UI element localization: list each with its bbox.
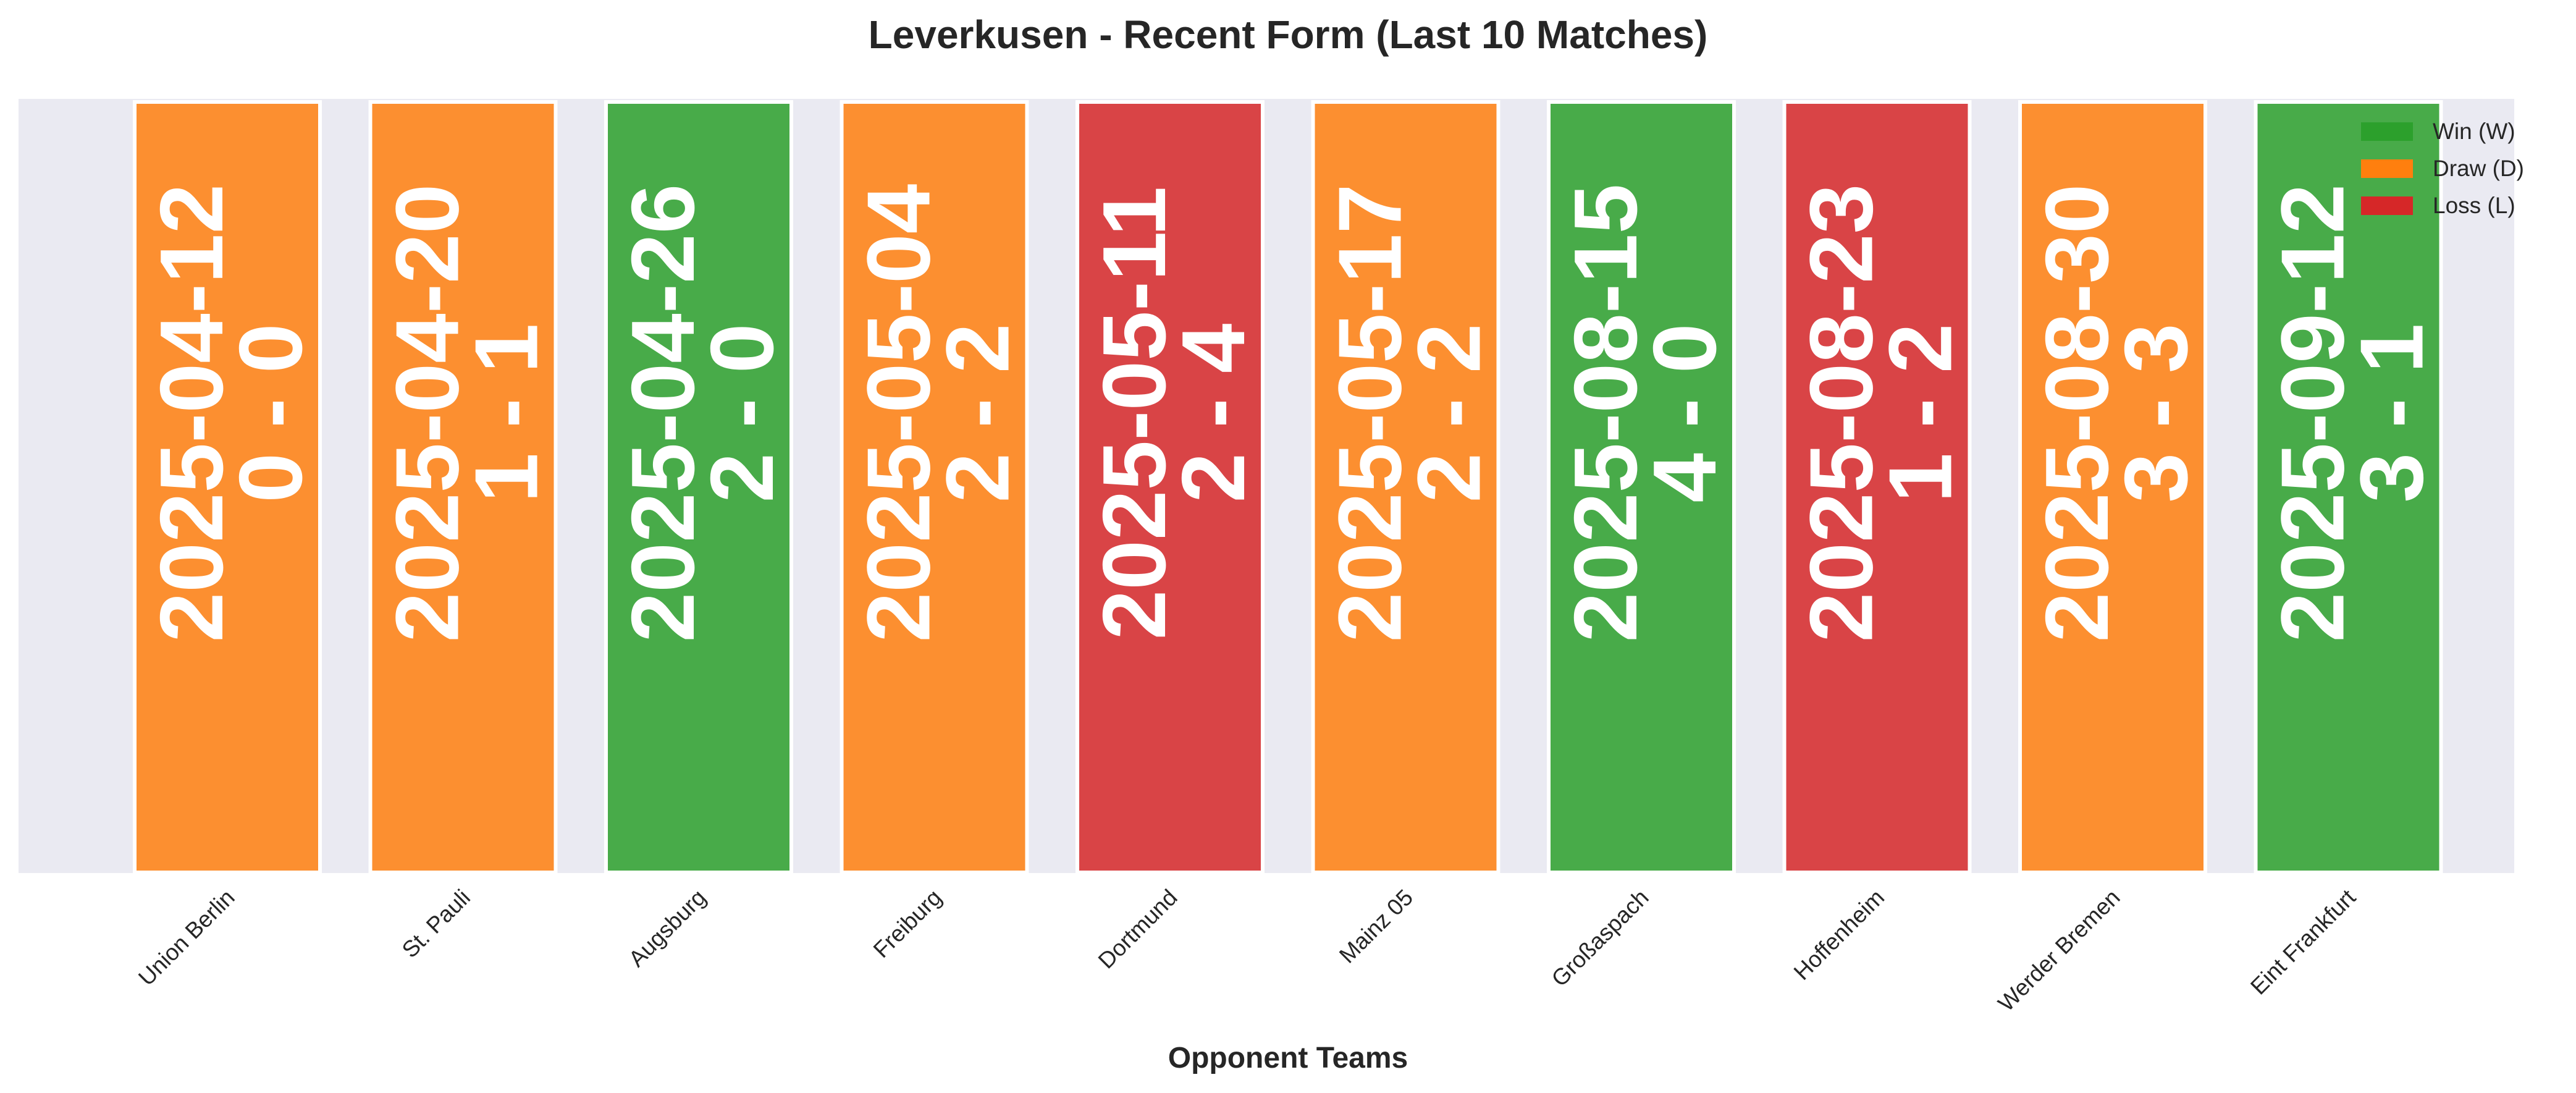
bar-label: 2025-05-172 - 2 bbox=[1320, 184, 1499, 643]
bar-label-score: 2 - 0 bbox=[692, 323, 792, 502]
bar-label-score: 2 - 2 bbox=[1399, 323, 1499, 502]
bar-label: 2025-09-123 - 1 bbox=[2263, 184, 2442, 643]
bars-layer bbox=[133, 100, 2443, 874]
bar-label-date: 2025-05-04 bbox=[849, 184, 949, 643]
x-tick-label: Werder Bremen bbox=[1993, 885, 2124, 1016]
legend-swatch bbox=[2361, 196, 2413, 215]
bar-st-pauli[interactable] bbox=[368, 100, 558, 874]
bar-label-date: 2025-08-15 bbox=[1555, 184, 1656, 643]
x-tick-labels: Union Berlin St. Pauli Augsburg Freiburg Dor… bbox=[133, 884, 2361, 1016]
bar-label-date: 2025-05-17 bbox=[1320, 184, 1420, 643]
bar-label-score: 2 - 4 bbox=[1163, 323, 1263, 502]
bar-label-score: 2 - 2 bbox=[928, 323, 1028, 502]
bar-eint-frankfurt[interactable] bbox=[2254, 100, 2443, 874]
x-tick-label: Hoffenheim bbox=[1789, 885, 1889, 985]
bar-label-date: 2025-09-12 bbox=[2263, 184, 2363, 643]
bar-label-score: 1 - 1 bbox=[457, 323, 557, 502]
bar-werder-bremen[interactable] bbox=[2018, 100, 2207, 874]
x-axis-label: Opponent Teams bbox=[1168, 1042, 1408, 1074]
bar-label-score: 3 - 1 bbox=[2342, 323, 2442, 502]
bar-union-berlin[interactable] bbox=[133, 100, 322, 874]
x-tick-label: Großaspach bbox=[1547, 885, 1654, 992]
x-tick-label: Eint Frankfurt bbox=[2246, 884, 2361, 1000]
bar-label: 2025-08-154 - 0 bbox=[1555, 184, 1735, 643]
bar-label: 2025-05-112 - 4 bbox=[1084, 187, 1263, 640]
bar-label-date: 2025-05-11 bbox=[1084, 187, 1184, 640]
bar-label-score: 4 - 0 bbox=[1635, 323, 1735, 502]
x-tick-label: Dortmund bbox=[1093, 885, 1182, 974]
bar-freiburg[interactable] bbox=[840, 100, 1029, 874]
x-tick-label: Union Berlin bbox=[133, 885, 240, 991]
x-tick-label: St. Pauli bbox=[397, 885, 475, 963]
bar-label: 2025-08-231 - 2 bbox=[1791, 184, 1971, 643]
legend-label: Win (W) bbox=[2433, 119, 2515, 144]
bar-label: 2025-08-303 - 3 bbox=[2027, 184, 2206, 643]
chart-title: Leverkusen - Recent Form (Last 10 Matche… bbox=[869, 12, 1708, 57]
legend-label: Draw (D) bbox=[2433, 156, 2524, 181]
bar-label-date: 2025-08-30 bbox=[2027, 184, 2127, 643]
bar-hoffenheim[interactable] bbox=[1782, 100, 1972, 874]
x-tick-label: Freiburg bbox=[869, 885, 946, 963]
bar-label-score: 3 - 3 bbox=[2106, 323, 2206, 502]
bar-mainz-05[interactable] bbox=[1311, 100, 1501, 874]
bar-labels-layer: 2025-04-120 - 0 2025-04-201 - 1 2025-04-26… bbox=[141, 184, 2442, 643]
bar-label-date: 2025-08-23 bbox=[1791, 184, 1892, 643]
bar-dortmund[interactable] bbox=[1075, 100, 1265, 874]
bar-label-date: 2025-04-12 bbox=[141, 184, 242, 643]
bar-gro-aspach[interactable] bbox=[1547, 100, 1736, 874]
x-tick-label: Augsburg bbox=[624, 885, 711, 972]
bar-label-date: 2025-04-26 bbox=[613, 184, 713, 643]
bar-label-score: 0 - 0 bbox=[221, 323, 321, 502]
bar-label: 2025-04-201 - 1 bbox=[377, 184, 557, 643]
bar-augsburg[interactable] bbox=[604, 100, 793, 874]
legend[interactable]: Win (W) Draw (D) Loss (L) bbox=[2361, 119, 2524, 218]
legend-label: Loss (L) bbox=[2433, 193, 2515, 218]
x-tick-label: Mainz 05 bbox=[1334, 885, 1418, 968]
legend-swatch bbox=[2361, 159, 2413, 178]
legend-swatch bbox=[2361, 122, 2413, 141]
bar-label: 2025-04-262 - 0 bbox=[613, 184, 792, 643]
bar-label: 2025-04-120 - 0 bbox=[141, 184, 321, 643]
bar-label-score: 1 - 2 bbox=[1871, 323, 1971, 502]
bar-label: 2025-05-042 - 2 bbox=[849, 184, 1028, 643]
bar-label-date: 2025-04-20 bbox=[377, 184, 478, 643]
